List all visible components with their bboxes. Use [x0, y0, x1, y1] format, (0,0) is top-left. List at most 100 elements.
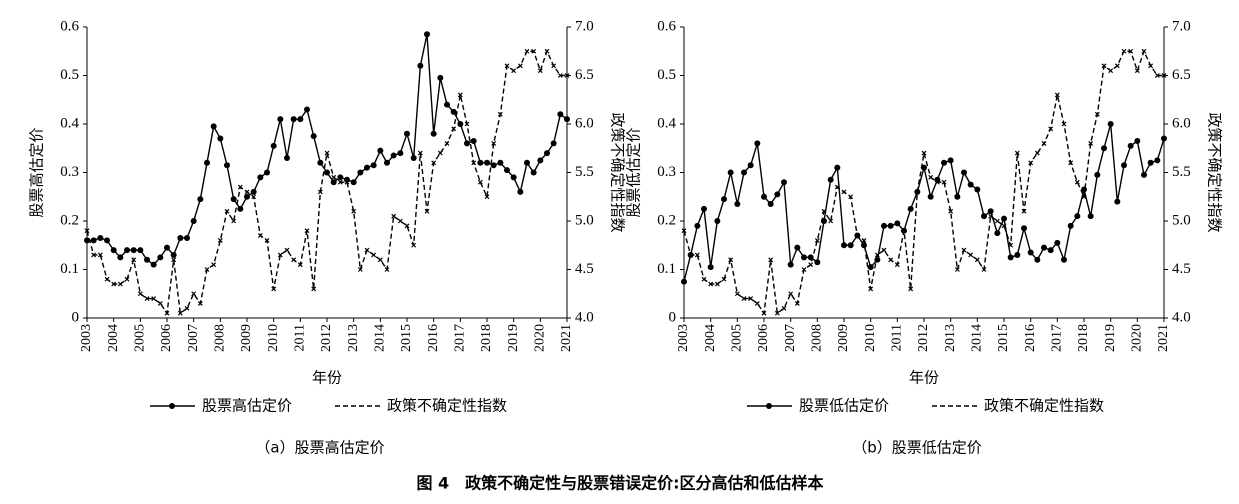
point-marker [901, 228, 907, 234]
point-marker [91, 252, 97, 258]
point-marker [271, 286, 277, 292]
y2-axis-label: 政策不确定性指数 [609, 112, 627, 232]
point-marker [941, 159, 947, 166]
point-marker [781, 305, 787, 311]
legend-marker [169, 403, 175, 409]
point-marker [470, 137, 477, 144]
point-marker [847, 242, 854, 249]
y2-tick-label: 7.0 [1172, 18, 1191, 34]
point-marker [284, 247, 290, 253]
point-marker [701, 205, 707, 212]
point-marker [681, 228, 687, 234]
x-tick-label: 2014 [970, 324, 985, 352]
point-marker [417, 150, 423, 156]
point-marker [557, 73, 563, 78]
point-marker [1101, 145, 1107, 152]
point-marker [834, 184, 840, 190]
point-marker [1061, 256, 1067, 263]
y2-tick-label: 4.5 [575, 261, 594, 277]
point-marker [834, 164, 841, 171]
point-marker [1101, 63, 1107, 69]
point-marker [397, 218, 403, 224]
point-marker [721, 196, 727, 203]
point-marker [754, 301, 760, 306]
point-marker [874, 256, 881, 263]
point-marker [471, 160, 477, 166]
point-marker [1014, 251, 1021, 258]
point-marker [457, 121, 464, 127]
point-marker [1094, 171, 1101, 178]
point-marker [768, 257, 774, 263]
x-tick-label: 2011 [890, 324, 905, 351]
point-marker [224, 162, 230, 169]
point-marker [157, 254, 164, 261]
y2-tick-label: 6.5 [575, 67, 594, 83]
point-marker [1034, 150, 1040, 156]
point-marker [211, 262, 217, 268]
x-tick-label: 2006 [159, 324, 174, 352]
point-marker [1141, 48, 1147, 54]
point-marker [961, 247, 967, 253]
point-marker [204, 159, 210, 166]
series-line [683, 49, 1164, 316]
point-marker [1148, 63, 1154, 69]
point-marker [774, 191, 781, 198]
x-tick-label: 2019 [1103, 324, 1118, 352]
point-marker [237, 205, 244, 212]
point-marker [517, 188, 524, 195]
point-marker [801, 254, 807, 261]
point-marker [961, 169, 967, 176]
point-marker [1007, 254, 1014, 261]
point-marker [364, 247, 370, 253]
point-marker [530, 169, 537, 176]
point-marker [714, 281, 720, 287]
y2-tick-label: 5.0 [1172, 212, 1191, 228]
point-marker [948, 208, 954, 214]
point-marker [1001, 215, 1007, 222]
point-marker [424, 208, 430, 214]
legend-label: 股票高估定价 [202, 397, 292, 415]
y-tick-label: 0.4 [657, 115, 676, 131]
point-marker [914, 189, 920, 195]
point-marker [197, 196, 204, 203]
point-marker [1021, 208, 1027, 214]
point-marker [741, 296, 747, 302]
point-marker [231, 218, 237, 224]
point-marker [1054, 239, 1061, 246]
point-marker [761, 310, 767, 316]
point-marker [1061, 121, 1067, 127]
y-tick-label: 0.5 [657, 67, 676, 83]
x-tick-label: 2011 [293, 324, 308, 351]
point-marker [544, 150, 550, 157]
point-marker [728, 257, 734, 263]
point-marker [230, 196, 237, 203]
chart-title: （b）股票低估定价 [852, 439, 982, 457]
y-tick-label: 0.1 [657, 261, 676, 277]
point-marker [310, 133, 317, 140]
point-marker [694, 252, 700, 258]
point-marker [164, 310, 170, 316]
point-marker [994, 230, 1001, 237]
point-marker [1027, 249, 1034, 256]
point-marker [370, 162, 377, 169]
point-marker [747, 162, 754, 169]
point-marker [410, 154, 417, 161]
x-tick-label: 2012 [319, 324, 334, 352]
point-marker [954, 193, 961, 200]
y-tick-label: 0.2 [657, 212, 676, 228]
point-marker [297, 116, 304, 123]
point-marker [1107, 121, 1114, 127]
x-tick-label: 2005 [133, 324, 148, 352]
point-marker [151, 296, 157, 302]
point-marker [404, 223, 410, 229]
x-tick-label: 2003 [79, 324, 94, 352]
point-marker [1081, 194, 1087, 200]
y-axis-label: 股票低估定价 [625, 127, 643, 217]
point-marker [727, 169, 734, 176]
point-marker [491, 140, 497, 146]
point-marker [204, 267, 210, 272]
point-marker [144, 296, 150, 302]
point-marker [330, 179, 337, 186]
point-marker [357, 169, 364, 176]
point-marker [284, 154, 290, 161]
